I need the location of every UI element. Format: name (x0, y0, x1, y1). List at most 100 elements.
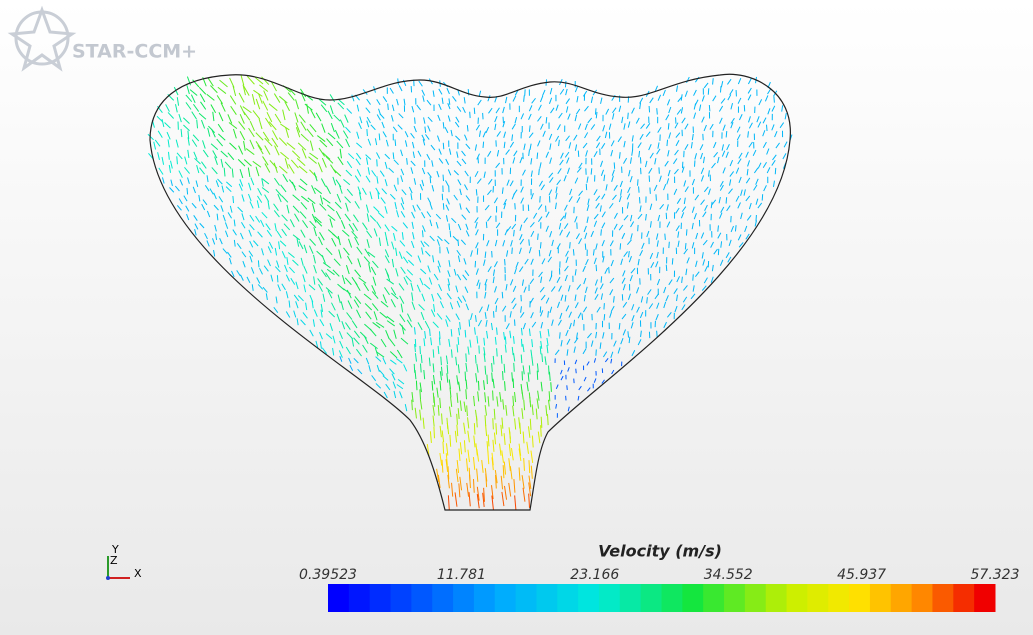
velocity-vector (709, 105, 710, 111)
colorbar-swatch (516, 584, 537, 612)
velocity-vector (735, 225, 736, 231)
velocity-vector (620, 243, 621, 249)
velocity-vector (514, 230, 515, 236)
velocity-vector (415, 117, 416, 123)
colorbar-swatch (411, 584, 432, 612)
legend-title: Velocity (m/s) (598, 542, 722, 561)
velocity-vector (416, 381, 417, 391)
velocity-vector (505, 259, 506, 265)
velocity-vector (591, 168, 592, 174)
velocity-vector (657, 108, 658, 114)
velocity-vector (377, 159, 378, 166)
velocity-vector (693, 274, 694, 280)
velocity-vector (541, 417, 542, 428)
triad-x-label: X (134, 567, 142, 580)
velocity-vector (449, 223, 450, 229)
velocity-vector (469, 320, 470, 327)
colorbar-swatch (391, 584, 412, 612)
velocity-vector (672, 258, 673, 264)
velocity-vector (187, 188, 188, 194)
colorbar-swatch (536, 584, 557, 612)
velocity-vector (547, 414, 548, 425)
colorbar-tick-label: 34.552 (704, 567, 753, 583)
velocity-vector (379, 133, 380, 140)
velocity-vector (477, 416, 478, 427)
colorbar-swatch (328, 584, 349, 612)
velocity-vector (439, 337, 440, 345)
velocity-vector (465, 372, 466, 381)
velocity-vector (466, 389, 467, 399)
velocity-vector (502, 292, 503, 298)
velocity-vector (441, 357, 442, 366)
colorbar-swatch (349, 584, 370, 612)
velocity-vector (433, 349, 434, 357)
velocity-vector (530, 419, 531, 430)
velocity-vector (638, 179, 639, 185)
velocity-vector (233, 196, 234, 203)
colorbar-swatch (974, 584, 995, 612)
velocity-vector (465, 330, 466, 337)
velocity-vector (582, 314, 583, 320)
velocity-vector (565, 81, 566, 87)
velocity-vector (521, 355, 522, 364)
velocity-vector (258, 260, 259, 267)
colorbar-swatch (932, 584, 953, 612)
velocity-vector (466, 353, 467, 361)
colorbar-swatch (620, 584, 641, 612)
velocity-vector (666, 265, 667, 271)
velocity-vector (420, 389, 421, 399)
colorbar-tick-label: 11.781 (437, 567, 486, 583)
velocity-vector (501, 355, 502, 364)
velocity-vector (540, 242, 541, 248)
velocity-vector (551, 382, 552, 392)
colorbar-swatch (432, 584, 453, 612)
velocity-vector (458, 239, 459, 246)
velocity-vector (708, 88, 709, 94)
velocity-vector (529, 239, 530, 245)
velocity-vector (726, 197, 727, 203)
velocity-vector (430, 177, 431, 183)
velocity-vector (521, 339, 522, 347)
velocity-vector (601, 276, 602, 282)
velocity-vector (493, 390, 494, 400)
velocity-vector (467, 125, 468, 131)
logo-text: STAR-CCM+ (72, 41, 197, 63)
colorbar-swatch (891, 584, 912, 612)
colorbar-swatch (474, 584, 495, 612)
colorbar-swatch (766, 584, 787, 612)
velocity-vector (451, 329, 452, 336)
velocity-vector (422, 230, 423, 237)
velocity-vector (546, 117, 547, 123)
velocity-vector (548, 311, 549, 317)
velocity-vector (628, 113, 629, 119)
velocity-vector (669, 242, 670, 248)
velocity-vector (538, 234, 539, 240)
colorbar-tick-label: 45.937 (837, 567, 886, 583)
velocity-vector (412, 400, 413, 410)
velocity-vector (573, 249, 574, 255)
colorbar-swatch (599, 584, 620, 612)
velocity-vector (496, 423, 497, 434)
velocity-vector (774, 96, 775, 102)
velocity-vector (520, 423, 521, 434)
page: {"logo": {"text": "STAR-CCM+"}, "legend"… (0, 0, 1033, 635)
colorbar-swatch (724, 584, 745, 612)
velocity-vector (665, 234, 666, 240)
colorbar-swatch (370, 584, 391, 612)
velocity-vector (718, 225, 719, 231)
colorbar-swatch (912, 584, 933, 612)
velocity-vector (668, 123, 669, 129)
velocity-vector (492, 363, 493, 372)
velocity-vector (486, 222, 487, 228)
colorbar-swatch (953, 584, 974, 612)
velocity-vector (475, 355, 476, 364)
velocity-vector (513, 396, 514, 406)
velocity-vector (657, 331, 658, 337)
velocity-vector (629, 337, 630, 343)
velocity-vector (540, 306, 541, 312)
velocity-vector (478, 157, 479, 163)
viewport: STAR-CCM+ Y Z X Velocity (m/s) 0.3952311… (0, 0, 1033, 635)
velocity-vector (497, 327, 498, 334)
velocity-vector (496, 306, 497, 312)
velocity-vector (398, 78, 399, 84)
